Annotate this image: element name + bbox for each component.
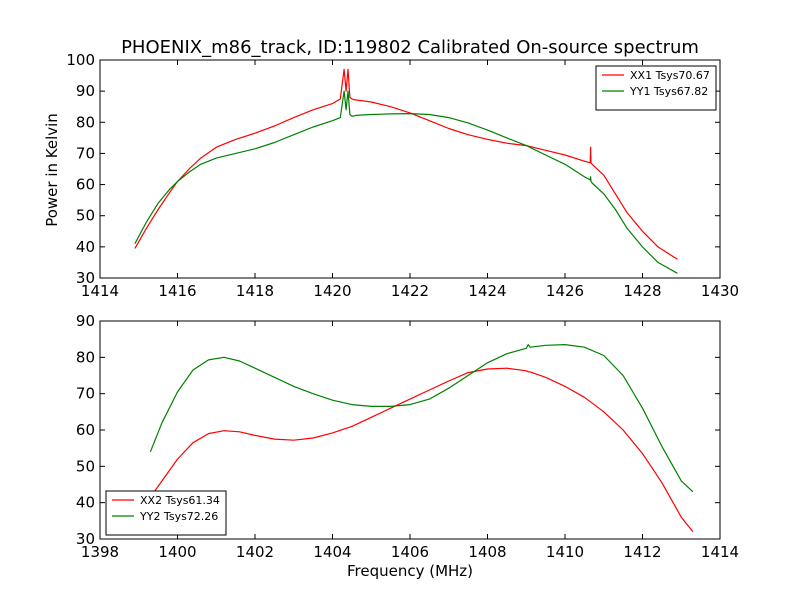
y-tick-label: 50 bbox=[76, 457, 95, 475]
plot-lines bbox=[134, 68, 678, 274]
x-tick-label: 1414 bbox=[701, 543, 739, 561]
y-tick-label: 80 bbox=[76, 348, 95, 366]
y-tick-label: 90 bbox=[76, 312, 95, 330]
legend: XX2 Tsys61.34 YY2 Tsys72.26 bbox=[105, 490, 227, 536]
x-tick-label: 1428 bbox=[623, 282, 661, 300]
chart-title: PHOENIX_m86_track, ID:119802 Calibrated … bbox=[121, 37, 699, 58]
legend: XX1 Tsys70.67 YY1 Tsys67.82 bbox=[595, 65, 717, 111]
legend-label: XX2 Tsys61.34 bbox=[140, 494, 220, 507]
x-tick-label: 1422 bbox=[391, 282, 429, 300]
series-line-2 bbox=[134, 90, 678, 274]
y-tick-label: 60 bbox=[76, 176, 95, 194]
y-tick-label: 100 bbox=[66, 51, 95, 69]
y-ticks: 30 40 50 60 70 80 90 100 bbox=[66, 51, 720, 287]
y-ticks: 30 40 50 60 70 80 90 bbox=[76, 312, 720, 548]
y-tick-label: 40 bbox=[76, 238, 95, 256]
x-tick-label: 1420 bbox=[313, 282, 351, 300]
x-tick-label: 1398 bbox=[81, 543, 119, 561]
legend-label: YY2 Tsys72.26 bbox=[139, 510, 218, 523]
series-line-1 bbox=[149, 367, 694, 533]
x-tick-label: 1410 bbox=[546, 543, 584, 561]
plot-lines bbox=[149, 344, 694, 533]
x-tick-label: 1418 bbox=[236, 282, 274, 300]
x-tick-label: 1400 bbox=[158, 543, 196, 561]
legend-box bbox=[105, 490, 227, 536]
x-tick-label: 1408 bbox=[468, 543, 506, 561]
x-tick-label: 1406 bbox=[391, 543, 429, 561]
y-tick-label: 40 bbox=[76, 494, 95, 512]
top-subplot: PHOENIX_m86_track, ID:119802 Calibrated … bbox=[43, 37, 739, 300]
x-ticks: 1398 1400 1402 1404 1406 1408 1410 1412 1414 bbox=[81, 321, 739, 561]
axes-frame bbox=[99, 320, 721, 540]
x-axis-label: Frequency (MHz) bbox=[347, 562, 473, 580]
legend-label: YY1 Tsys67.82 bbox=[629, 85, 708, 98]
y-tick-label: 50 bbox=[76, 207, 95, 225]
x-tick-label: 1430 bbox=[701, 282, 739, 300]
y-axis-label: Power in Kelvin bbox=[43, 113, 61, 227]
axes-frame bbox=[99, 59, 721, 279]
y-tick-label: 30 bbox=[76, 530, 95, 548]
series-line-2 bbox=[149, 344, 694, 493]
y-tick-label: 80 bbox=[76, 113, 95, 131]
legend-label: XX1 Tsys70.67 bbox=[630, 69, 710, 82]
series-line-1 bbox=[134, 68, 678, 260]
y-tick-label: 70 bbox=[76, 385, 95, 403]
y-tick-label: 90 bbox=[76, 82, 95, 100]
bottom-subplot: Frequency (MHz) 1398 1400 1402 1404 1406 1408… bbox=[76, 312, 739, 580]
x-tick-label: 1404 bbox=[313, 543, 351, 561]
x-tick-label: 1402 bbox=[236, 543, 274, 561]
x-tick-label: 1412 bbox=[623, 543, 661, 561]
x-tick-label: 1424 bbox=[468, 282, 506, 300]
y-tick-label: 30 bbox=[76, 269, 95, 287]
x-tick-label: 1414 bbox=[81, 282, 119, 300]
y-tick-label: 60 bbox=[76, 421, 95, 439]
x-ticks: 1414 1416 1418 1420 1422 1424 1426 1428 1430 bbox=[81, 60, 739, 300]
y-tick-label: 70 bbox=[76, 144, 95, 162]
x-tick-label: 1426 bbox=[546, 282, 584, 300]
x-tick-label: 1416 bbox=[158, 282, 196, 300]
legend-box bbox=[595, 65, 717, 111]
